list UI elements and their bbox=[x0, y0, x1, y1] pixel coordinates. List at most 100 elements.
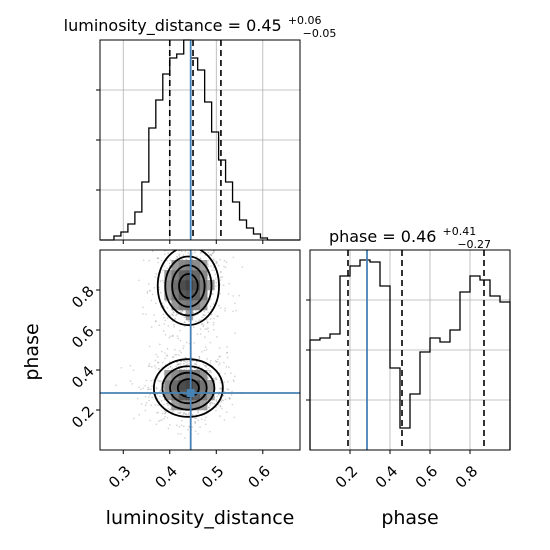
scatter-point bbox=[220, 401, 223, 403]
scatter-point bbox=[173, 326, 175, 328]
scatter-point bbox=[174, 353, 177, 356]
scatter-point bbox=[158, 324, 161, 327]
contour-blob1-level0 bbox=[152, 358, 224, 418]
scatter-point bbox=[210, 313, 213, 316]
x-axis-label-phase: phase bbox=[381, 507, 438, 529]
scatter-point bbox=[219, 271, 222, 273]
scatter-point bbox=[175, 313, 178, 315]
scatter-point bbox=[147, 396, 150, 399]
scatter-point bbox=[173, 232, 175, 234]
scatter-point bbox=[196, 333, 199, 336]
scatter-point bbox=[149, 393, 151, 396]
scatter-point bbox=[229, 397, 231, 400]
phase-x-tick-label-3: 0.8 bbox=[452, 462, 482, 492]
scatter-point bbox=[155, 302, 157, 305]
scatter-point bbox=[133, 417, 135, 420]
scatter-point bbox=[234, 302, 236, 305]
scatter-point bbox=[193, 227, 195, 229]
scatter-point bbox=[177, 363, 180, 366]
scatter-point bbox=[164, 352, 166, 354]
scatter-point bbox=[166, 259, 168, 262]
scatter-point bbox=[166, 354, 169, 357]
scatter-point bbox=[205, 348, 208, 351]
scatter-point bbox=[160, 259, 163, 262]
scatter-point bbox=[215, 361, 218, 363]
scatter-point bbox=[233, 375, 236, 378]
scatter-point bbox=[225, 366, 228, 368]
scatter-point bbox=[200, 251, 203, 254]
scatter-point bbox=[226, 388, 228, 390]
scatter-point bbox=[219, 405, 222, 407]
scatter-point bbox=[129, 364, 132, 367]
scatter-point bbox=[207, 265, 210, 268]
ld-phase-density-panel: 0.3 0.4 0.5 0.6 0.2 0.4 0.6 0.8 bbox=[68, 223, 301, 492]
scatter-point bbox=[158, 380, 161, 383]
scatter-point bbox=[191, 245, 193, 247]
scatter-point bbox=[144, 404, 147, 407]
scatter-point bbox=[214, 273, 217, 276]
scatter-point bbox=[177, 363, 180, 365]
scatter-point bbox=[180, 360, 182, 363]
scatter-point bbox=[208, 430, 211, 433]
scatter-point bbox=[213, 251, 215, 254]
phase-y-tick-label-0: 0.2 bbox=[68, 402, 98, 432]
scatter-point bbox=[147, 388, 149, 391]
scatter-point bbox=[215, 262, 217, 265]
scatter-point bbox=[172, 355, 175, 358]
scatter-point bbox=[191, 258, 194, 260]
scatter-point bbox=[165, 402, 168, 405]
scatter-point bbox=[221, 399, 223, 401]
scatter-point bbox=[171, 313, 174, 316]
density-cell bbox=[200, 300, 208, 311]
ld-title-sub: −0.05 bbox=[303, 27, 337, 40]
scatter-point bbox=[156, 257, 159, 259]
scatter-point bbox=[157, 379, 159, 382]
density-cell bbox=[171, 260, 179, 271]
scatter-point bbox=[176, 335, 179, 337]
scatter-point bbox=[167, 234, 169, 236]
scatter-point bbox=[207, 376, 209, 379]
scatter-point bbox=[215, 281, 218, 284]
scatter-point bbox=[225, 261, 228, 264]
scatter-point bbox=[160, 232, 162, 234]
scatter-point bbox=[207, 277, 210, 279]
scatter-point bbox=[205, 416, 207, 418]
scatter-point bbox=[213, 317, 215, 320]
scatter-point bbox=[216, 315, 219, 318]
scatter-point bbox=[191, 426, 193, 428]
scatter-point bbox=[212, 258, 215, 260]
scatter-point bbox=[210, 265, 212, 267]
scatter-point bbox=[171, 367, 174, 370]
scatter-point bbox=[209, 253, 211, 256]
scatter-point bbox=[148, 365, 151, 367]
scatter-point bbox=[186, 248, 188, 250]
scatter-point bbox=[146, 292, 149, 294]
ld-x-tick-label-3: 0.6 bbox=[245, 462, 275, 492]
scatter-point bbox=[184, 357, 187, 359]
scatter-point bbox=[160, 350, 163, 353]
scatter-point bbox=[156, 356, 159, 358]
scatter-point bbox=[203, 314, 205, 317]
scatter-point bbox=[179, 223, 181, 225]
scatter-point bbox=[204, 364, 206, 367]
scatter-point bbox=[136, 397, 139, 400]
scatter-point bbox=[176, 363, 179, 366]
scatter-point bbox=[146, 290, 149, 293]
ld-title-main: luminosity_distance = 0.45 bbox=[64, 16, 282, 36]
scatter-point bbox=[168, 228, 170, 230]
scatter-point bbox=[187, 363, 189, 365]
scatter-point bbox=[230, 394, 233, 396]
scatter-point bbox=[174, 348, 176, 351]
scatter-point bbox=[159, 419, 161, 422]
scatter-point bbox=[224, 398, 227, 401]
scatter-point bbox=[223, 259, 226, 262]
scatter-point bbox=[215, 285, 217, 287]
scatter-point bbox=[216, 261, 218, 263]
scatter-point bbox=[169, 314, 171, 316]
scatter-point bbox=[171, 247, 173, 249]
scatter-point bbox=[180, 424, 183, 427]
scatter-point bbox=[157, 257, 160, 260]
scatter-point bbox=[183, 362, 185, 365]
scatter-point bbox=[216, 262, 218, 264]
scatter-point bbox=[207, 263, 209, 265]
